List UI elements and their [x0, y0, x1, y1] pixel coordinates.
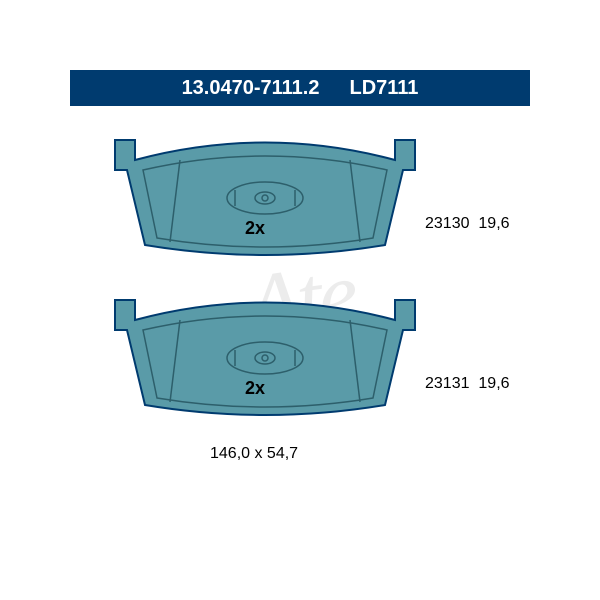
brake-pad-top-svg [105, 130, 425, 270]
side-label-bottom: 23131 19,6 [425, 375, 510, 393]
brake-pad-top: 2x [105, 130, 405, 260]
thickness-bottom: 19,6 [478, 375, 509, 392]
dimensions-label: 146,0 x 54,7 [210, 445, 298, 463]
brake-pad-bottom: 2x [105, 290, 405, 420]
product-code: LD7111 [349, 77, 418, 100]
qty-label-bottom: 2x [245, 378, 265, 399]
brake-pad-bottom-svg [105, 290, 425, 430]
side-label-top: 23130 19,6 [425, 215, 510, 233]
qty-label-top: 2x [245, 218, 265, 239]
header-bar: 13.0470-7111.2 LD7111 [70, 70, 530, 106]
part-number: 13.0470-7111.2 [182, 77, 320, 100]
thickness-top: 19,6 [478, 215, 509, 232]
side-code-bottom: 23131 [425, 375, 470, 392]
side-code-top: 23130 [425, 215, 470, 232]
